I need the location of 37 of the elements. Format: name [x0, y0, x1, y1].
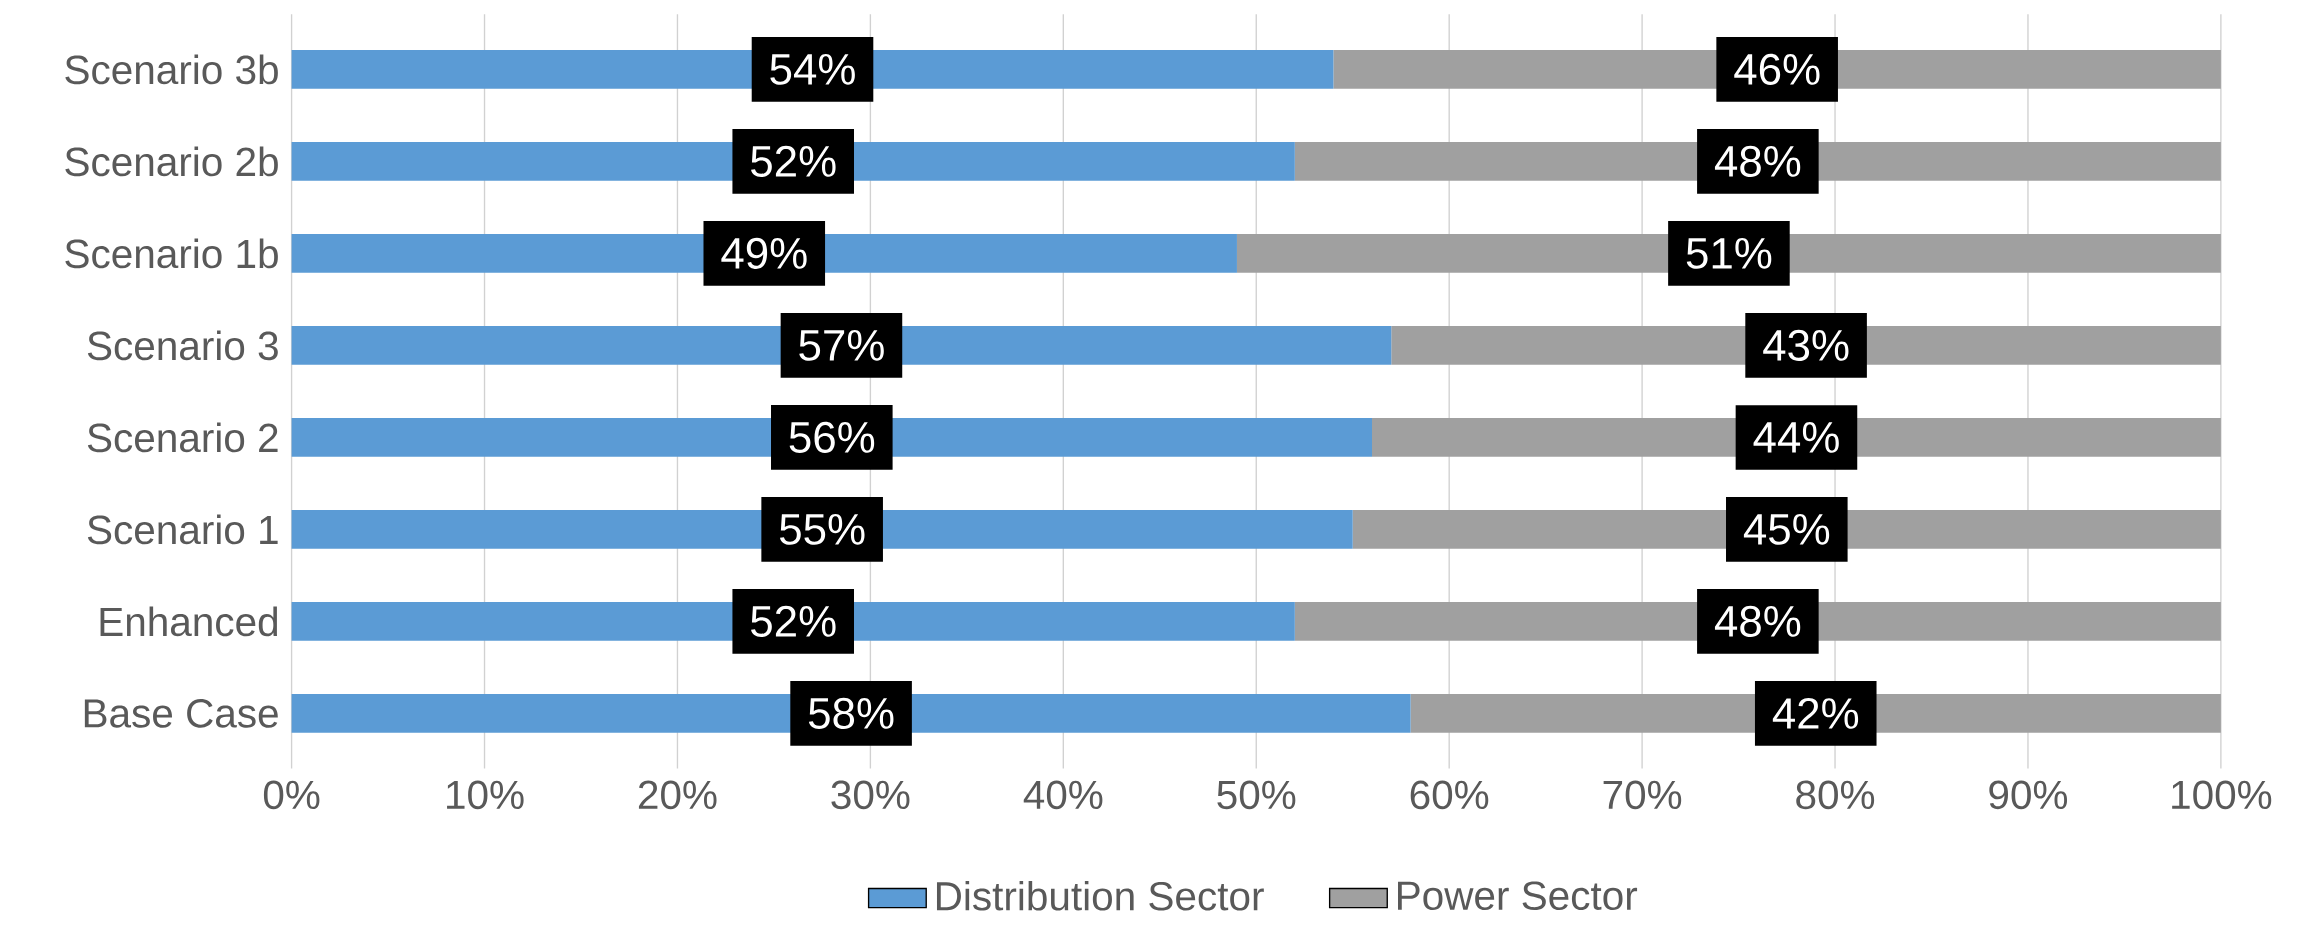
data-label: 58%	[808, 697, 894, 729]
data-label: 46%	[1734, 53, 1820, 85]
y-tick-label: Scenario 3b	[65, 54, 278, 85]
y-tick-label: Scenario 2b	[65, 146, 278, 177]
x-tick-label: 70%	[1603, 780, 1682, 810]
x-tick-label: 40%	[1023, 780, 1103, 810]
data-label: 56%	[789, 421, 875, 453]
x-tick-label: 30%	[831, 780, 910, 810]
x-tick-label: 60%	[1410, 780, 1489, 810]
data-label: 42%	[1772, 697, 1859, 729]
data-label: 43%	[1763, 329, 1849, 361]
data-label: 51%	[1686, 237, 1772, 269]
x-tick-label: 90%	[1989, 780, 2068, 810]
data-label: 52%	[751, 145, 836, 177]
y-tick-label: Enhanced	[100, 606, 278, 637]
data-label: 57%	[799, 329, 884, 361]
legend-label: Distribution Sector	[936, 880, 1264, 911]
data-label: 45%	[1743, 513, 1830, 545]
y-tick-label: Base Case	[84, 699, 278, 728]
legend-label: Power Sector	[1398, 881, 1638, 911]
x-tick-label: 0%	[263, 780, 320, 810]
x-tick-label: 100%	[2172, 780, 2272, 810]
data-label: 52%	[751, 605, 836, 637]
y-tick-label: Scenario 3	[87, 330, 278, 361]
data-label: 48%	[1714, 145, 1801, 177]
data-label: 55%	[779, 513, 865, 545]
x-tick-label: 80%	[1796, 780, 1875, 810]
data-label: 44%	[1753, 422, 1839, 453]
x-tick-label: 20%	[638, 780, 717, 810]
x-tick-label: 50%	[1217, 780, 1296, 810]
data-label: 54%	[770, 53, 855, 85]
data-label: 49%	[721, 237, 807, 269]
y-tick-label: Scenario 1	[87, 514, 278, 545]
data-label: 48%	[1714, 605, 1801, 637]
x-tick-label: 10%	[447, 780, 524, 810]
y-tick-label: Scenario 2	[87, 422, 278, 453]
y-tick-label: Scenario 1b	[65, 238, 278, 269]
